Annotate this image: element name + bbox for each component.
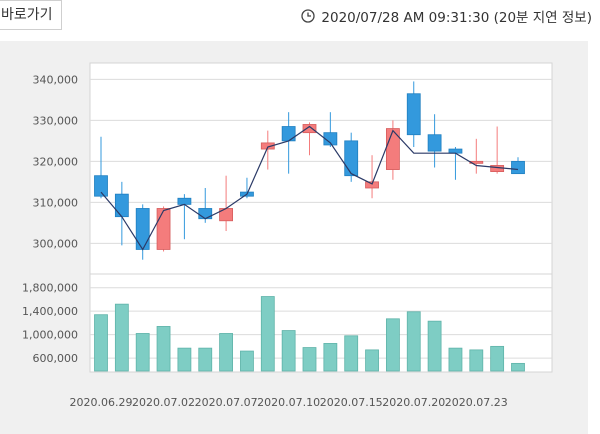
price-line: [100, 125, 519, 251]
volume-bar: [281, 330, 296, 372]
volume-tick-label: 1,400,000: [22, 305, 78, 318]
x-tick-label: 2020.07.02: [132, 396, 195, 409]
volume-bar: [469, 349, 484, 372]
x-tick-label: 2020.06.29: [70, 396, 133, 409]
price-tick-label: 310,000: [33, 196, 79, 209]
volume-bar: [156, 326, 171, 372]
candle-body: [260, 142, 275, 150]
volume-bar: [135, 333, 150, 372]
clock-icon: [301, 9, 316, 23]
volume-tick-label: 1,000,000: [22, 329, 78, 342]
candle: [302, 122, 317, 156]
candle: [406, 81, 421, 148]
candle: [94, 136, 108, 199]
x-tick-label: 2020.07.10: [257, 396, 320, 409]
candle-body: [281, 126, 296, 142]
candle-body: [94, 175, 108, 197]
candle-body: [406, 93, 421, 136]
candle-body: [427, 134, 442, 152]
price-tick-label: 330,000: [33, 114, 79, 127]
timestamp-text: 2020/07/28 AM 09:31:30 (20분 지연 정보): [321, 10, 592, 26]
candle: [365, 155, 379, 199]
volume-bar: [511, 362, 525, 372]
volume-bar: [323, 343, 338, 372]
timestamp-info: 2020/07/28 AM 09:31:30 (20분 지연 정보): [301, 6, 592, 26]
x-tick-label: 2020.07.20: [382, 396, 445, 409]
volume-bar: [177, 347, 192, 372]
candle-body: [114, 193, 129, 218]
candle: [511, 157, 525, 175]
price-tick-label: 300,000: [33, 237, 79, 250]
x-axis-labels: 2020.06.29 2020.07.02 2020.07.07 2020.07.10…: [70, 396, 508, 409]
candle: [260, 130, 275, 170]
volume-bar: [114, 303, 129, 372]
volume-bar: [260, 296, 275, 372]
candle-body: [156, 208, 171, 250]
price-tick-label: 320,000: [33, 155, 79, 168]
volume-bar: [219, 333, 234, 372]
volume-bar: [448, 347, 463, 372]
x-tick-label: 2020.07.15: [320, 396, 383, 409]
volume-bars: [94, 296, 525, 372]
x-tick-label: 2020.07.23: [445, 396, 508, 409]
candle-body: [198, 208, 213, 220]
candle: [427, 114, 442, 168]
volume-bar: [240, 350, 254, 372]
volume-bar: [344, 335, 359, 372]
x-tick-label: 2020.07.07: [195, 396, 258, 409]
chart-panel: 300,000 310,000 320,000 330,000 340,000 600,…: [0, 41, 588, 434]
candle-body: [302, 124, 317, 134]
price-tick-label: 340,000: [33, 73, 79, 86]
price-y-axis: 300,000 310,000 320,000 330,000 340,000: [33, 73, 79, 250]
price-plot-area: [89, 62, 553, 314]
volume-bar: [385, 318, 400, 372]
candle-body: [365, 181, 379, 189]
candle: [323, 112, 338, 148]
back-button[interactable]: 바로가기: [0, 0, 62, 30]
stock-chart: 300,000 310,000 320,000 330,000 340,000 600,…: [22, 62, 553, 409]
volume-y-axis: 600,000 1,000,000 1,400,000 1,800,000: [22, 282, 78, 365]
candle: [156, 206, 171, 252]
candle-body: [344, 140, 359, 177]
volume-bar: [302, 347, 317, 372]
volume-bar: [427, 320, 442, 372]
volume-bar: [406, 311, 421, 372]
volume-bar: [198, 347, 213, 372]
volume-tick-label: 600,000: [33, 352, 79, 365]
volume-bar: [490, 345, 505, 372]
candle: [344, 132, 359, 182]
candle-body: [448, 148, 463, 154]
volume-bar: [94, 314, 108, 372]
candle-body: [511, 160, 525, 175]
candle-body: [177, 197, 192, 205]
volume-tick-label: 1,800,000: [22, 282, 78, 295]
candle: [219, 175, 234, 232]
volume-bar: [365, 349, 379, 372]
candle-body: [323, 132, 338, 146]
